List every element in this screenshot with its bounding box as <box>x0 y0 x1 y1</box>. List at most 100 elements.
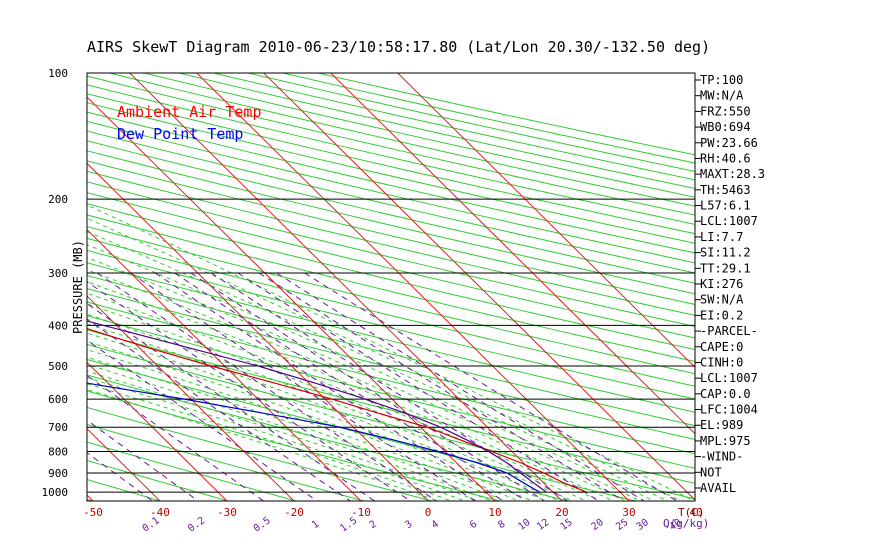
pressure-tick-label: 500 <box>48 360 68 373</box>
mixing-ratio-unit: Q(g/kg) <box>663 517 709 530</box>
moist-adiabat-line <box>87 231 669 501</box>
dry-adiabat-line <box>87 120 695 264</box>
info-panel-item: MW:N/A <box>700 89 744 103</box>
dry-adiabat-line <box>87 111 695 254</box>
info-panel-item: TH:5463 <box>700 183 751 197</box>
pressure-tick-label: 800 <box>48 446 68 459</box>
info-panel-item: LI:7.7 <box>700 230 743 244</box>
dry-adiabat-line <box>87 192 695 339</box>
info-panel-item: WB0:694 <box>700 120 751 134</box>
mixing-ratio-tick-label: 1 <box>310 519 321 531</box>
dry-adiabat-line <box>87 140 695 284</box>
dry-adiabat-line <box>87 160 695 305</box>
moist-adiabat-line <box>87 217 682 501</box>
pressure-tick-label: 1000 <box>42 486 69 499</box>
isotherm-line <box>263 73 695 501</box>
mixing-ratio-line <box>87 303 376 501</box>
pressure-tick-label: 700 <box>48 421 68 434</box>
isotherm-line <box>129 73 563 501</box>
mixing-ratio-line <box>237 272 601 501</box>
isotherm-grid <box>87 73 695 501</box>
bottom-temp-tick-label: 40 <box>689 506 702 519</box>
info-panel-item: SI:11.2 <box>700 246 751 260</box>
isobar-grid <box>87 198 695 493</box>
air-temperature-line <box>87 327 587 493</box>
bottom-temp-tick-label: 20 <box>555 506 568 519</box>
dry-adiabat-line <box>87 225 695 375</box>
profile-lines <box>87 320 587 493</box>
moist-adiabat-line <box>87 323 561 501</box>
isotherm-line <box>87 428 161 501</box>
mixing-ratio-tick-label: 3 <box>403 519 414 531</box>
isotherm-line <box>87 96 496 501</box>
bottom-temp-tick-label: -30 <box>217 506 237 519</box>
info-panel-item: LFC:1004 <box>700 403 758 417</box>
dry-adiabat-line <box>87 423 367 501</box>
info-panel-item: -WIND- <box>700 450 743 464</box>
pressure-tick-label: 200 <box>48 193 68 206</box>
info-panel-item: CINH:0 <box>700 355 743 369</box>
mixing-ratio-tick-label: 2 <box>368 519 379 531</box>
mixing-ratio-line <box>96 272 438 501</box>
info-panel-item: FRZ:550 <box>700 104 751 118</box>
dry-adiabat-line <box>87 170 695 316</box>
mixing-ratio-tick-label: 8 <box>496 519 507 531</box>
bottom-axis-unit: T(C) <box>678 506 705 519</box>
mixing-ratio-line <box>130 272 476 501</box>
mixing-ratio-line <box>258 272 625 501</box>
dry-adiabat-line <box>87 237 695 387</box>
info-panel-item: EI:0.2 <box>700 308 743 322</box>
isotherm-line <box>87 162 429 501</box>
dry-adiabat-line <box>87 181 695 328</box>
bottom-temp-tick-label: 30 <box>622 506 635 519</box>
mixing-ratio-line <box>174 272 527 501</box>
plot-frame <box>86 72 696 502</box>
info-panel-item: L57:6.1 <box>700 199 751 213</box>
pressure-tick-label: 300 <box>48 267 68 280</box>
dry-adiabat-line <box>87 275 695 427</box>
pressure-axis: 100 200 300 400 500 600 700 800 900 1000 <box>42 67 69 499</box>
dew-point-line <box>87 382 540 493</box>
info-panel-item: SW:N/A <box>700 293 744 307</box>
mixing-ratio-line <box>154 272 505 501</box>
dry-adiabat-line <box>87 249 695 400</box>
dry-adiabat-line <box>87 203 695 351</box>
dry-adiabat-line <box>87 214 695 363</box>
bottom-temp-tick-label: 10 <box>488 506 501 519</box>
bottom-temp-tick-label: -10 <box>351 506 371 519</box>
moist-adiabat-line <box>87 269 629 501</box>
pressure-tick-label: 100 <box>48 67 68 80</box>
mixing-ratio-line <box>87 374 265 501</box>
dry-adiabat-grid <box>87 73 695 501</box>
moist-adiabat-line <box>87 303 588 501</box>
dry-adiabat-line <box>87 130 695 274</box>
mixing-ratio-line <box>276 272 646 501</box>
info-panel-item: LCL:1007 <box>700 371 758 385</box>
mixing-ratio-line <box>87 339 318 501</box>
pressure-tick-label: 400 <box>48 319 68 332</box>
info-panel-item: TT:29.1 <box>700 261 751 275</box>
info-panel-item: CAPE:0 <box>700 340 743 354</box>
dry-adiabat-line <box>87 390 503 501</box>
profile-line <box>87 320 547 493</box>
moist-adiabat-line <box>87 388 440 501</box>
info-panel-item: MAXT:28.3 <box>700 167 765 181</box>
isotherm-line <box>330 73 695 435</box>
info-panel-item: MPL:975 <box>700 434 751 448</box>
info-panel-item: -PARCEL- <box>700 324 758 338</box>
bottom-temperature-axis: -50 -40 -30 -20 -10 0 10 20 30 40 <box>83 506 703 519</box>
moist-adiabat-line <box>87 383 454 501</box>
legend-air-temp: Ambient Air Temp <box>117 103 262 121</box>
pressure-tick-label: 900 <box>48 467 68 480</box>
info-panel-item: LCL:1007 <box>700 214 758 228</box>
dry-adiabat-line <box>87 406 435 501</box>
dry-adiabat-line <box>87 343 695 500</box>
bottom-temp-tick-label: -20 <box>284 506 304 519</box>
y-axis-label: PRESSURE (MB) <box>71 240 85 334</box>
dry-adiabat-line <box>87 262 695 413</box>
dry-adiabat-line <box>87 441 299 501</box>
moist-adiabat-line <box>87 341 535 501</box>
info-panel-item: EL:989 <box>700 418 743 432</box>
dry-adiabat-line <box>87 459 231 501</box>
